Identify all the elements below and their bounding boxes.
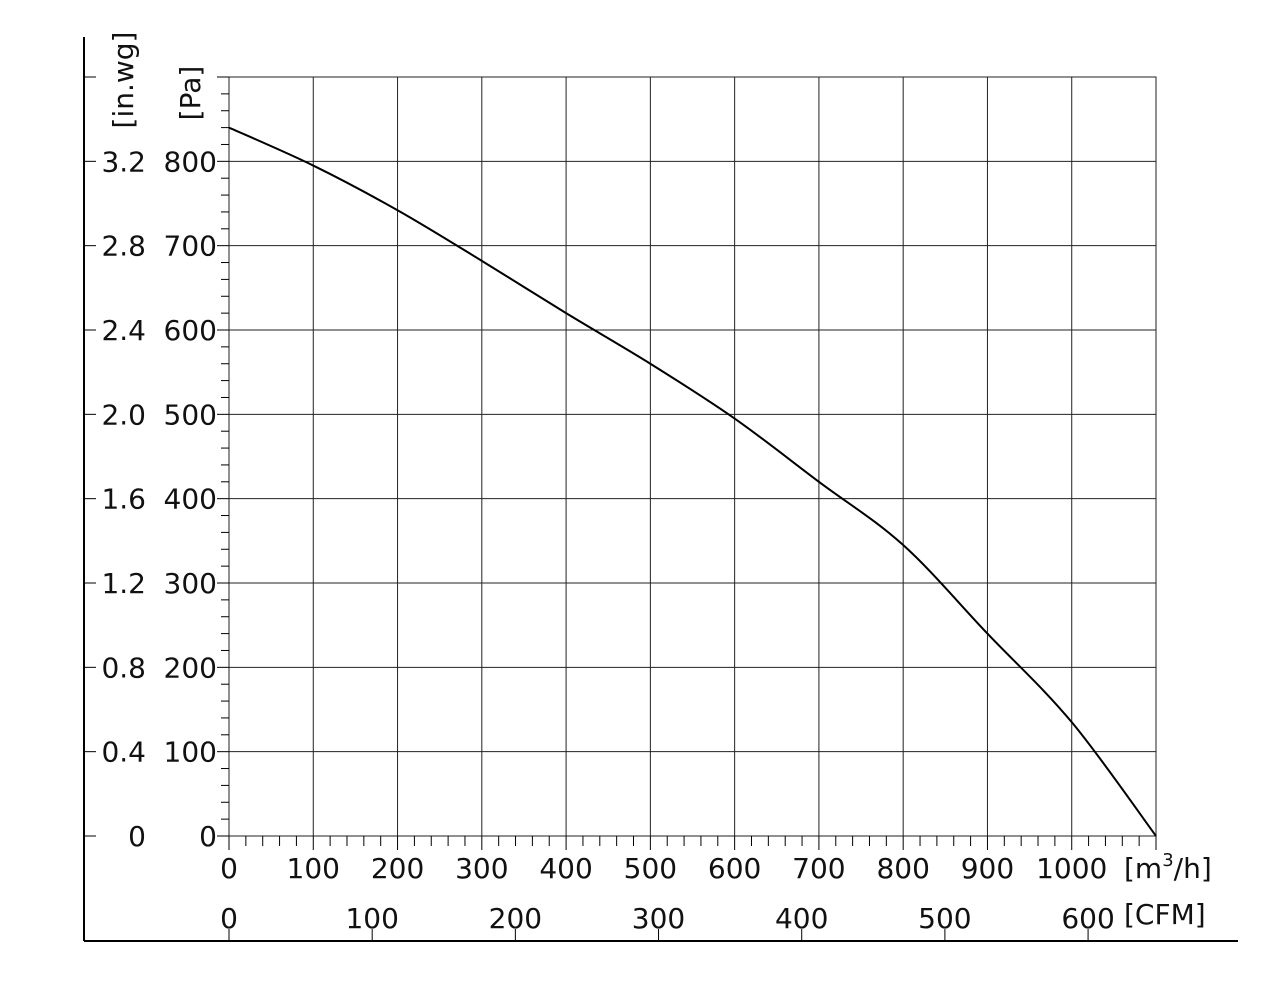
x-unit-tail: /h] bbox=[1174, 852, 1212, 885]
x-secondary-tick-label: 0 bbox=[220, 902, 238, 935]
y-primary-tick-label: 500 bbox=[164, 398, 217, 431]
x-primary-tick-label: 900 bbox=[961, 852, 1014, 885]
x-axis-primary-unit-label: [m3/h] bbox=[1124, 850, 1212, 885]
y-axis-primary-unit-label: [Pa] bbox=[174, 66, 207, 121]
series-layer bbox=[228, 126, 1157, 837]
x-secondary-tick-label: 500 bbox=[918, 902, 971, 935]
y-secondary-tick-label: 1.2 bbox=[101, 567, 146, 600]
minor-ticks bbox=[217, 76, 1157, 850]
x-primary-tick-label: 400 bbox=[539, 852, 592, 885]
y-secondary-tick-label: 3.2 bbox=[101, 145, 146, 178]
plot-frame bbox=[228, 76, 1157, 837]
y-secondary-tick-label: 0.4 bbox=[101, 736, 146, 769]
x-primary-tick-label: 500 bbox=[624, 852, 677, 885]
y-primary-tick-label: 0 bbox=[199, 820, 217, 853]
y-secondary-tick-label: 2.4 bbox=[101, 314, 146, 347]
y-primary-tick-label: 400 bbox=[164, 483, 217, 516]
x-axis-secondary-unit-label: [CFM] bbox=[1124, 898, 1206, 931]
axes bbox=[83, 37, 1238, 942]
x-unit-main: [m bbox=[1124, 852, 1162, 885]
y-axis-secondary-unit-label: [in.wg] bbox=[107, 32, 140, 129]
y-secondary-tick-label: 2.8 bbox=[101, 230, 146, 263]
y-primary-tick-label: 100 bbox=[164, 736, 217, 769]
x-primary-tick-label: 600 bbox=[708, 852, 761, 885]
y-secondary-tick-label: 0 bbox=[128, 820, 146, 853]
x-primary-tick-label: 1000 bbox=[1036, 852, 1107, 885]
x-primary-tick-label: 800 bbox=[876, 852, 929, 885]
x-primary-tick-label: 300 bbox=[455, 852, 508, 885]
y-primary-tick-label: 800 bbox=[164, 145, 217, 178]
y-primary-tick-label: 600 bbox=[164, 314, 217, 347]
grid-lines bbox=[228, 76, 1157, 837]
y-primary-tick-label: 700 bbox=[164, 230, 217, 263]
y-primary-tick-label: 300 bbox=[164, 567, 217, 600]
x-primary-tick-label: 200 bbox=[371, 852, 424, 885]
tick-labels: 0 100 200 300 400 500 600 700 800 0 0.4 0.8 1.2 1.6 2.… bbox=[101, 145, 1114, 935]
series-line bbox=[228, 126, 1157, 837]
x-secondary-tick-label: 600 bbox=[1061, 902, 1114, 935]
x-secondary-tick-label: 100 bbox=[345, 902, 398, 935]
y-secondary-tick-label: 1.6 bbox=[101, 483, 146, 516]
x-primary-tick-label: 0 bbox=[220, 852, 238, 885]
y-secondary-tick-label: 2.0 bbox=[101, 398, 146, 431]
y-secondary-tick-label: 0.8 bbox=[101, 651, 146, 684]
x-secondary-tick-label: 200 bbox=[489, 902, 542, 935]
x-primary-tick-label: 700 bbox=[792, 852, 845, 885]
x-unit-sup: 3 bbox=[1162, 850, 1173, 871]
x-secondary-tick-label: 300 bbox=[632, 902, 685, 935]
x-secondary-tick-label: 400 bbox=[775, 902, 828, 935]
x-primary-tick-label: 100 bbox=[287, 852, 340, 885]
y-primary-tick-label: 200 bbox=[164, 651, 217, 684]
